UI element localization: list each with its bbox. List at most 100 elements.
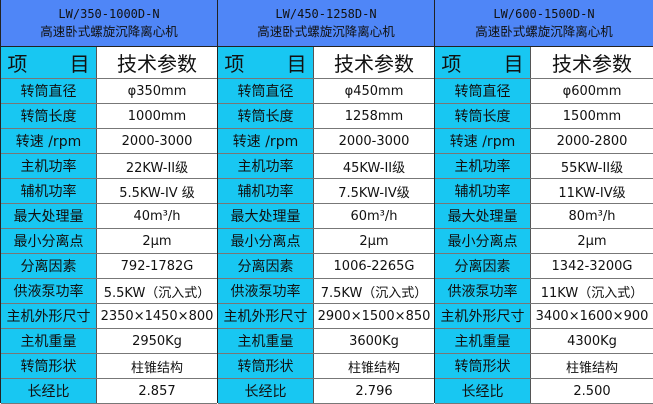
table-row: 最大处理量 60m³/h — [218, 204, 434, 229]
param-header: 技术参数 — [117, 52, 197, 76]
row-value: 22KW-II级 — [125, 160, 189, 176]
table-row: 分离因素 792-1782G — [1, 254, 217, 279]
table-row: 最大处理量 40m³/h — [1, 204, 217, 229]
row-value: 1500mm — [562, 108, 622, 124]
table-row: 主机功率 55KW-II级 — [435, 154, 653, 179]
table-row: 主机外形尺寸 3400×1600×900 — [435, 304, 653, 329]
row-label: 主机外形尺寸 — [1, 304, 97, 328]
table-row: 转速 /rpm 2000-3000 — [218, 129, 434, 154]
row-label: 转筒直径 — [218, 79, 314, 103]
row-value: 2.500 — [573, 383, 611, 399]
row-label: 最小分离点 — [1, 229, 97, 253]
row-value: 7.5KW（沉入式） — [320, 285, 428, 301]
param-header: 技术参数 — [334, 52, 414, 76]
row-label: 分离因素 — [218, 254, 314, 278]
row-label: 供液泵功率 — [435, 279, 531, 303]
table-row: 长经比 2.500 — [435, 379, 653, 404]
row-label: 主机外形尺寸 — [435, 304, 531, 328]
row-label: 主机重量 — [435, 329, 531, 353]
table-row: 转筒长度 1258mm — [218, 104, 434, 129]
table-row: 最大处理量 80m³/h — [435, 204, 653, 229]
row-label: 最小分离点 — [435, 229, 531, 253]
row-value: 2.796 — [355, 383, 393, 399]
table-row: 主机重量 2950Kg — [1, 329, 217, 354]
row-value: 80m³/h — [568, 208, 616, 224]
table-row: 转筒长度 1000mm — [1, 104, 217, 129]
table-row: 转筒直径 φ350mm — [1, 79, 217, 104]
row-label: 主机功率 — [218, 154, 314, 178]
table-row: 最小分离点 2μm — [218, 229, 434, 254]
row-label: 转筒直径 — [435, 79, 531, 103]
row-label: 最大处理量 — [435, 204, 531, 228]
row-label: 主机功率 — [1, 154, 97, 178]
row-value: φ450mm — [344, 83, 404, 99]
row-label: 转筒形状 — [218, 354, 314, 378]
table-row: 供液泵功率 5.5KW（沉入式） — [1, 279, 217, 304]
model-title: LW/600-1500D-N — [493, 7, 595, 21]
item-header: 项 目 — [435, 47, 531, 78]
row-label: 长经比 — [435, 379, 531, 403]
row-label: 辅机功率 — [218, 179, 314, 203]
row-label: 辅机功率 — [1, 179, 97, 203]
row-label: 转筒长度 — [435, 104, 531, 128]
row-value: 1006-2265G — [333, 258, 415, 274]
machine-name: 高速卧式螺旋沉降离心机 — [40, 24, 178, 39]
table-header: LW/600-1500D-N 高速卧式螺旋沉降离心机 — [435, 0, 653, 47]
table-row: 长经比 2.796 — [218, 379, 434, 404]
row-label: 转筒形状 — [1, 354, 97, 378]
row-label: 转筒直径 — [1, 79, 97, 103]
row-label: 分离因素 — [1, 254, 97, 278]
row-value: φ350mm — [127, 83, 187, 99]
row-label: 辅机功率 — [435, 179, 531, 203]
row-value: 2μm — [359, 233, 389, 249]
row-value: 792-1782G — [120, 258, 194, 274]
row-value: 2000-2800 — [556, 133, 628, 149]
row-value: 60m³/h — [350, 208, 398, 224]
row-label: 主机重量 — [218, 329, 314, 353]
row-value: 2350×1450×800 — [100, 308, 214, 324]
table-row: 分离因素 1006-2265G — [218, 254, 434, 279]
row-label: 转筒长度 — [218, 104, 314, 128]
table-row: 转筒形状 柱锥结构 — [1, 354, 217, 379]
table-row: 转筒直径 φ450mm — [218, 79, 434, 104]
table-row: 主机外形尺寸 2900×1500×850 — [218, 304, 434, 329]
row-value: 45KW-II级 — [342, 160, 406, 176]
table-row: 长经比 2.857 — [1, 379, 217, 404]
row-value: 2000-3000 — [338, 133, 410, 149]
row-label: 主机功率 — [435, 154, 531, 178]
table-row: 辅机功率 11KW-IV级 — [435, 179, 653, 204]
row-value: 11KW-IV级 — [558, 185, 626, 201]
table-header: LW/450-1258D-N 高速卧式螺旋沉降离心机 — [218, 0, 434, 47]
row-value: 2900×1500×850 — [317, 308, 431, 324]
row-label: 最大处理量 — [1, 204, 97, 228]
model-title: LW/350-1000D-N — [58, 7, 160, 21]
row-value: 2950Kg — [132, 333, 182, 349]
row-value: 11KW（沉入式） — [540, 285, 644, 301]
table-row: 辅机功率 5.5KW-IV 级 — [1, 179, 217, 204]
table-row: 转筒形状 柱锥结构 — [435, 354, 653, 379]
row-label: 最小分离点 — [218, 229, 314, 253]
row-value: 5.5KW-IV 级 — [119, 185, 195, 201]
row-label: 转筒长度 — [1, 104, 97, 128]
table-row: 主机功率 22KW-II级 — [1, 154, 217, 179]
table-row: 转筒长度 1500mm — [435, 104, 653, 129]
item-header: 项 目 — [1, 47, 97, 78]
table-row: 分离因素 1342-3200G — [435, 254, 653, 279]
table-row: 供液泵功率 11KW（沉入式） — [435, 279, 653, 304]
row-label: 供液泵功率 — [1, 279, 97, 303]
row-value: 7.5KW-IV级 — [338, 185, 410, 201]
table-row: 转筒形状 柱锥结构 — [218, 354, 434, 379]
column-header-row: 项 目 技术参数 — [1, 47, 217, 79]
table-row: 转速 /rpm 2000-2800 — [435, 129, 653, 154]
spec-table: LW/350-1000D-N 高速卧式螺旋沉降离心机 项 目 技术参数 转筒直径… — [0, 0, 217, 404]
row-label: 最大处理量 — [218, 204, 314, 228]
table-row: 辅机功率 7.5KW-IV级 — [218, 179, 434, 204]
row-label: 转速 /rpm — [1, 129, 97, 153]
row-value: 2.857 — [138, 383, 176, 399]
spec-table: LW/600-1500D-N 高速卧式螺旋沉降离心机 项 目 技术参数 转筒直径… — [434, 0, 653, 404]
row-value: 1000mm — [127, 108, 187, 124]
row-label: 主机重量 — [1, 329, 97, 353]
model-title: LW/450-1258D-N — [275, 7, 377, 21]
row-value: 4300Kg — [567, 333, 617, 349]
